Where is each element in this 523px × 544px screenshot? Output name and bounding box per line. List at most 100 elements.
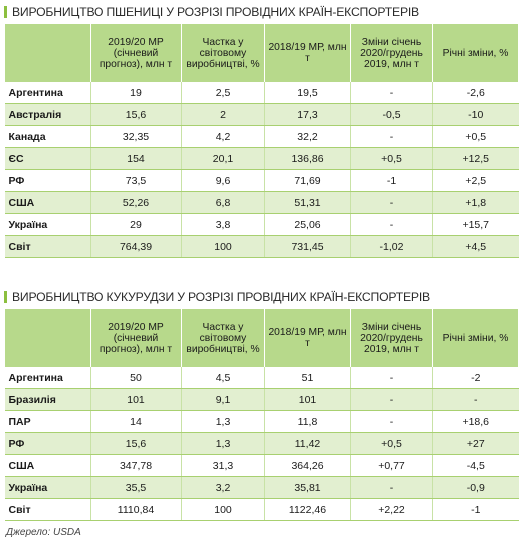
table-cell: 4,5 <box>181 367 265 389</box>
table-cell: 764,39 <box>90 235 182 258</box>
table-cell: 4,2 <box>181 125 265 148</box>
table-cell: 11,42 <box>264 432 351 455</box>
wheat-header-forecast: 2019/20 МР (січневий прогноз), млн т <box>90 24 182 82</box>
title-accent-bar <box>4 291 7 303</box>
table-cell: 100 <box>181 498 265 521</box>
corn-section: ВИРОБНИЦТВО КУКУРУДЗИ У РОЗРІЗІ ПРОВІДНИ… <box>4 289 519 521</box>
row-country: Аргентина <box>4 367 91 389</box>
corn-header-annual-change: Річні зміни, % <box>432 309 519 367</box>
table-cell: 51,31 <box>264 191 351 214</box>
table-cell: 35,81 <box>264 476 351 499</box>
wheat-title: ВИРОБНИЦТВО ПШЕНИЦІ У РОЗРІЗІ ПРОВІДНИХ … <box>4 4 518 20</box>
table-cell: 14 <box>90 410 182 433</box>
corn-title: ВИРОБНИЦТВО КУКУРУДЗИ У РОЗРІЗІ ПРОВІДНИ… <box>4 289 518 305</box>
table-cell: +15,7 <box>432 213 519 236</box>
table-cell: +0,77 <box>350 454 433 477</box>
table-row: РФ 15,6 1,3 11,42 +0,5 +27 <box>4 432 519 455</box>
table-cell: 1110,84 <box>90 498 182 521</box>
table-cell: - <box>350 476 433 499</box>
table-cell: 51 <box>264 367 351 389</box>
table-row: США 347,78 31,3 364,26 +0,77 -4,5 <box>4 454 519 477</box>
table-cell: +0,5 <box>432 125 519 148</box>
table-cell: -2 <box>432 367 519 389</box>
table-cell: 50 <box>90 367 182 389</box>
table-cell: 1,3 <box>181 432 265 455</box>
wheat-header-annual-change: Річні зміни, % <box>432 24 519 82</box>
table-cell: 1122,46 <box>264 498 351 521</box>
wheat-header-row: 2019/20 МР (січневий прогноз), млн т Час… <box>4 24 519 82</box>
row-country: ЄС <box>4 147 91 170</box>
table-cell: +4,5 <box>432 235 519 258</box>
table-cell: 9,1 <box>181 388 265 411</box>
table-cell: 101 <box>264 388 351 411</box>
table-cell: 15,6 <box>90 103 182 126</box>
table-cell: +2,5 <box>432 169 519 192</box>
corn-header-row: 2019/20 МР (січневий прогноз), млн т Час… <box>4 309 519 367</box>
table-cell: - <box>350 82 433 104</box>
table-row: Україна 35,5 3,2 35,81- -0,9 <box>4 476 519 499</box>
table-row: РФ 73,5 9,6 71,69 -1 +2,5 <box>4 169 519 192</box>
table-cell: 3,8 <box>181 213 265 236</box>
table-cell: 19,5 <box>264 82 351 104</box>
table-cell: 20,1 <box>181 147 265 170</box>
table-cell: 3,2 <box>181 476 265 499</box>
wheat-header-prev-season: 2018/19 МР, млн т <box>264 24 351 82</box>
row-country: Світ <box>4 498 91 521</box>
row-country: США <box>4 454 91 477</box>
table-cell: -4,5 <box>432 454 519 477</box>
row-country: Австралія <box>4 103 91 126</box>
row-country: ПАР <box>4 410 91 433</box>
wheat-header-country <box>4 24 91 82</box>
table-cell: +1,8 <box>432 191 519 214</box>
wheat-header-monthly-change: Зміни січень 2020/грудень 2019, млн т <box>350 24 433 82</box>
table-cell: 29 <box>90 213 182 236</box>
table-cell: -1 <box>432 498 519 521</box>
table-row: ЄС 154 20,1 136,86 +0,5 +12,5 <box>4 147 519 170</box>
wheat-table: 2019/20 МР (січневий прогноз), млн т Час… <box>4 24 519 258</box>
table-cell: -0,5 <box>350 103 433 126</box>
table-cell: 6,8 <box>181 191 265 214</box>
table-row: Світ 764,39 100 731,45 -1,02 +4,5 <box>4 235 519 258</box>
wheat-title-text: ВИРОБНИЦТВО ПШЕНИЦІ У РОЗРІЗІ ПРОВІДНИХ … <box>12 5 419 19</box>
corn-header-forecast: 2019/20 МР (січневий прогноз), млн т <box>90 309 182 367</box>
corn-title-text: ВИРОБНИЦТВО КУКУРУДЗИ У РОЗРІЗІ ПРОВІДНИ… <box>12 290 430 304</box>
table-row: США 52,26 6,8 51,31- +1,8 <box>4 191 519 214</box>
row-country: РФ <box>4 432 91 455</box>
table-cell: 19 <box>90 82 182 104</box>
corn-header-monthly-change: Зміни січень 2020/грудень 2019, млн т <box>350 309 433 367</box>
table-cell: -10 <box>432 103 519 126</box>
table-cell: - <box>350 388 433 411</box>
table-cell: 31,3 <box>181 454 265 477</box>
table-cell: 100 <box>181 235 265 258</box>
table-cell: 2,5 <box>181 82 265 104</box>
table-cell: +0,5 <box>350 147 433 170</box>
table-cell: 15,6 <box>90 432 182 455</box>
table-row: Бразилія 101 9,1 101- - <box>4 388 519 411</box>
table-cell: 32,2 <box>264 125 351 148</box>
corn-header-share: Частка у світовому виробництві, % <box>181 309 265 367</box>
table-cell: 25,06 <box>264 213 351 236</box>
table-cell: 154 <box>90 147 182 170</box>
row-country: Україна <box>4 213 91 236</box>
row-country: Україна <box>4 476 91 499</box>
wheat-section: ВИРОБНИЦТВО ПШЕНИЦІ У РОЗРІЗІ ПРОВІДНИХ … <box>4 4 519 258</box>
table-cell: +18,6 <box>432 410 519 433</box>
table-row: Україна 29 3,8 25,06- +15,7 <box>4 213 519 236</box>
table-cell: +0,5 <box>350 432 433 455</box>
table-row: Аргентина 50 4,5 51- -2 <box>4 367 519 389</box>
table-cell: 73,5 <box>90 169 182 192</box>
table-row: Світ 1110,84 100 1122,46 +2,22 -1 <box>4 498 519 521</box>
table-cell: - <box>350 125 433 148</box>
table-cell: 11,8 <box>264 410 351 433</box>
corn-header-prev-season: 2018/19 МР, млн т <box>264 309 351 367</box>
table-cell: 364,26 <box>264 454 351 477</box>
table-cell: +27 <box>432 432 519 455</box>
table-cell: - <box>350 410 433 433</box>
source-note: Джерело: USDA <box>6 527 81 538</box>
table-cell: -0,9 <box>432 476 519 499</box>
table-cell: 35,5 <box>90 476 182 499</box>
table-cell: 731,45 <box>264 235 351 258</box>
row-country: Аргентина <box>4 82 91 104</box>
title-accent-bar <box>4 6 7 18</box>
table-row: Аргентина 19 2,5 19,5- -2,6 <box>4 82 519 104</box>
